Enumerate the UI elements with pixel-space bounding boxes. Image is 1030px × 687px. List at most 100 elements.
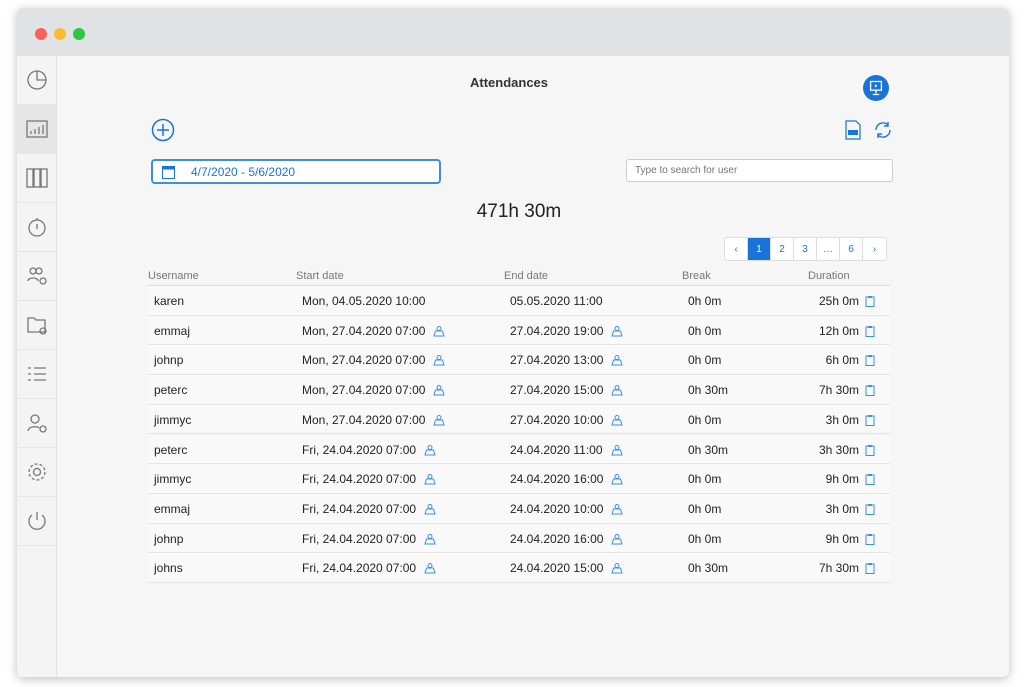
page-2[interactable]: 2: [771, 238, 794, 260]
folder-settings-icon: [26, 317, 47, 335]
minimize-button[interactable]: [54, 28, 66, 40]
table-row[interactable]: karen Mon, 04.05.2020 10:00 05.05.2020 1…: [148, 286, 890, 316]
table-row[interactable]: johns Fri, 24.04.2020 07:00 24.04.2020 1…: [148, 553, 890, 583]
location-map-icon[interactable]: [424, 562, 436, 574]
location-map-icon[interactable]: [611, 562, 624, 574]
table-row[interactable]: peterc Mon, 27.04.2020 07:00 27.04.2020 …: [148, 375, 890, 405]
refresh-button[interactable]: [873, 120, 893, 145]
power-icon: [27, 512, 46, 530]
page-3[interactable]: 3: [794, 238, 817, 260]
location-map-icon[interactable]: [424, 444, 436, 456]
sidebar-item-projects[interactable]: [17, 301, 56, 350]
location-map-icon[interactable]: [611, 384, 624, 396]
table-row[interactable]: jimmyc Fri, 24.04.2020 07:00 24.04.2020 …: [148, 464, 890, 494]
page-6[interactable]: 6: [840, 238, 863, 260]
sidebar-item-user-settings[interactable]: [17, 399, 56, 448]
user-settings-icon: [26, 414, 47, 433]
cell-username: peterc: [154, 383, 188, 398]
cell-username: karen: [154, 294, 185, 308]
location-map-icon[interactable]: [424, 473, 436, 485]
cell-duration: 9h 0m: [826, 532, 876, 546]
cell-end-date: 24.04.2020 16:00: [510, 472, 624, 486]
sidebar-item-dashboard[interactable]: [17, 56, 56, 105]
location-map-icon[interactable]: [433, 414, 446, 426]
location-map-icon[interactable]: [611, 503, 624, 515]
sidebar-item-groups[interactable]: [17, 252, 56, 301]
cell-end-date: 27.04.2020 19:00: [510, 324, 624, 338]
stopwatch-icon: [27, 218, 46, 237]
maximize-button[interactable]: [73, 28, 85, 40]
add-button[interactable]: [151, 118, 175, 147]
cell-start-date: Mon, 27.04.2020 07:00: [302, 413, 446, 427]
location-map-icon[interactable]: [611, 473, 624, 485]
bar-chart-icon: [25, 120, 48, 138]
location-map-icon[interactable]: [424, 533, 436, 545]
refresh-icon: [875, 122, 891, 138]
sidebar-item-logout[interactable]: [17, 497, 56, 546]
cell-duration: 9h 0m: [826, 472, 876, 486]
clipboard-icon[interactable]: [864, 354, 876, 367]
screen-share-button[interactable]: [863, 75, 889, 101]
col-start-date[interactable]: Start date: [296, 270, 344, 282]
table-row[interactable]: emmaj Fri, 24.04.2020 07:00 24.04.2020 1…: [148, 493, 890, 524]
cell-start-date: Mon, 27.04.2020 07:00: [302, 324, 446, 338]
clipboard-icon[interactable]: [864, 503, 876, 515]
location-map-icon[interactable]: [433, 325, 446, 337]
clipboard-icon[interactable]: [864, 384, 876, 397]
cell-end-date: 05.05.2020 11:00: [510, 294, 603, 308]
sidebar-item-timer[interactable]: [17, 203, 56, 252]
cell-break: 0h 0m: [688, 501, 722, 516]
sidebar-item-list[interactable]: [17, 350, 56, 399]
location-map-icon[interactable]: [433, 354, 446, 366]
page-ellipsis: …: [817, 238, 840, 260]
sidebar-item-archive[interactable]: [17, 154, 56, 203]
table-row[interactable]: emmaj Mon, 27.04.2020 07:00 27.04.2020 1…: [148, 315, 890, 346]
pagination: ‹ 1 2 3 … 6 ›: [724, 237, 887, 261]
table-row[interactable]: jimmyc Mon, 27.04.2020 07:00 27.04.2020 …: [148, 404, 890, 435]
col-break[interactable]: Break: [682, 270, 711, 282]
cell-break: 0h 0m: [688, 531, 722, 546]
date-range-picker[interactable]: 4/7/2020 - 5/6/2020: [151, 159, 441, 184]
close-button[interactable]: [35, 28, 47, 40]
location-map-icon[interactable]: [611, 533, 624, 545]
cell-break: 0h 30m: [688, 561, 729, 576]
calendar-icon: [162, 166, 175, 179]
user-search-input[interactable]: [626, 159, 893, 182]
cell-break: 0h 30m: [688, 383, 729, 398]
clipboard-icon[interactable]: [864, 295, 876, 307]
col-duration[interactable]: Duration: [808, 270, 850, 282]
clipboard-icon[interactable]: [864, 473, 876, 486]
page-next[interactable]: ›: [872, 243, 877, 255]
cell-break: 0h 0m: [688, 353, 722, 368]
clipboard-icon[interactable]: [864, 444, 876, 456]
cell-duration: 3h 0m: [826, 413, 876, 427]
cell-duration: 3h 30m: [819, 443, 876, 457]
cell-end-date: 27.04.2020 10:00: [510, 413, 624, 427]
location-map-icon[interactable]: [611, 414, 624, 426]
export-csv-button[interactable]: [845, 120, 861, 145]
page-1[interactable]: 1: [748, 238, 771, 260]
location-map-icon[interactable]: [611, 325, 624, 337]
table-row[interactable]: johnp Fri, 24.04.2020 07:00 24.04.2020 1…: [148, 523, 890, 554]
location-map-icon[interactable]: [433, 384, 446, 396]
page-prev[interactable]: ‹: [725, 238, 748, 260]
location-map-icon[interactable]: [424, 503, 436, 515]
sidebar-item-reports[interactable]: [17, 105, 56, 154]
cell-start-date: Fri, 24.04.2020 07:00: [302, 502, 436, 516]
location-map-icon[interactable]: [610, 444, 623, 456]
clipboard-icon[interactable]: [864, 533, 876, 545]
clipboard-icon[interactable]: [864, 325, 876, 337]
table-row[interactable]: peterc Fri, 24.04.2020 07:00 24.04.2020 …: [148, 434, 890, 465]
gear-icon: [27, 463, 46, 481]
col-end-date[interactable]: End date: [504, 270, 549, 282]
sidebar-item-settings[interactable]: [17, 448, 56, 497]
location-map-icon[interactable]: [611, 354, 624, 366]
sidebar: [17, 56, 57, 677]
table-row[interactable]: johnp Mon, 27.04.2020 07:00 27.04.2020 1…: [148, 345, 890, 376]
clipboard-icon[interactable]: [864, 414, 876, 426]
cell-start-date: Mon, 04.05.2020 10:00: [302, 294, 426, 308]
col-username[interactable]: Username: [148, 270, 199, 282]
clipboard-icon[interactable]: [864, 562, 876, 575]
cell-break: 0h 0m: [688, 294, 722, 308]
pie-chart-icon: [26, 70, 47, 90]
